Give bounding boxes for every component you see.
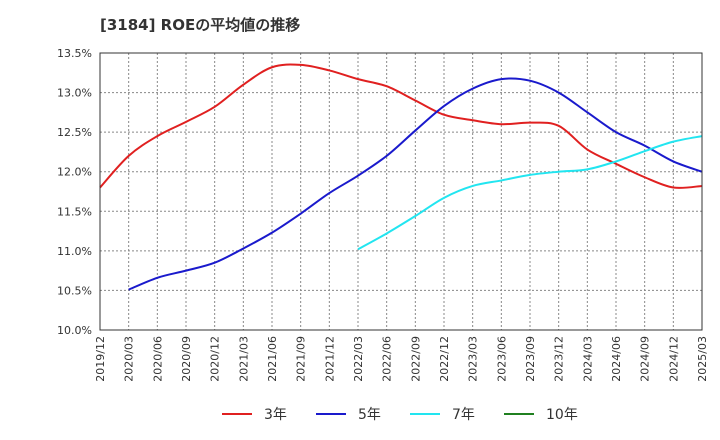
x-tick-label: 2020/09 bbox=[180, 336, 193, 382]
x-tick-label: 2023/12 bbox=[553, 336, 566, 382]
x-tick-label: 2020/03 bbox=[123, 336, 136, 382]
chart-title: [3184] ROEの平均値の推移 bbox=[100, 16, 301, 34]
y-tick-label: 12.5% bbox=[57, 126, 92, 139]
y-tick-label: 11.0% bbox=[57, 245, 92, 258]
x-tick-label: 2022/03 bbox=[352, 336, 365, 382]
x-tick-label: 2021/03 bbox=[237, 336, 250, 382]
y-axis-ticks: 10.0% 10.5% 11.0% 11.5% 12.0% 12.5% 13.0% 13.5% bbox=[57, 47, 92, 337]
x-tick-label: 2021/12 bbox=[323, 336, 336, 382]
x-tick-label: 2020/06 bbox=[151, 336, 164, 382]
series-line-2 bbox=[128, 77, 703, 291]
series-line-3 bbox=[357, 135, 703, 251]
x-tick-label: 2022/12 bbox=[438, 336, 451, 382]
legend-label: 5年 bbox=[358, 407, 381, 423]
x-tick-label: 2025/03 bbox=[696, 336, 709, 382]
y-tick-label: 10.5% bbox=[57, 284, 92, 297]
plot-frame bbox=[99, 52, 703, 331]
x-axis-ticks: 2019/12 2020/03 2020/06 2020/09 2020/12 2021/… bbox=[94, 336, 709, 382]
legend: 3年 5年 7年 10年 bbox=[222, 407, 578, 423]
y-tick-label: 10.0% bbox=[57, 324, 92, 337]
x-tick-label: 2022/09 bbox=[409, 336, 422, 382]
x-tick-label: 2021/09 bbox=[295, 336, 308, 382]
x-tick-label: 2024/06 bbox=[610, 336, 623, 382]
x-tick-label: 2024/09 bbox=[639, 336, 652, 382]
x-tick-label: 2023/09 bbox=[524, 336, 537, 382]
series-lines bbox=[99, 63, 703, 291]
x-tick-label: 2019/12 bbox=[94, 336, 107, 382]
x-tick-label: 2022/06 bbox=[381, 336, 394, 382]
x-tick-label: 2020/12 bbox=[209, 336, 222, 382]
legend-label: 10年 bbox=[546, 407, 578, 423]
y-tick-label: 13.5% bbox=[57, 47, 92, 60]
x-tick-label: 2023/03 bbox=[467, 336, 480, 382]
grid bbox=[99, 52, 703, 331]
y-tick-label: 12.0% bbox=[57, 166, 92, 179]
x-tick-label: 2023/06 bbox=[495, 336, 508, 382]
x-tick-label: 2024/12 bbox=[667, 336, 680, 382]
y-tick-label: 13.0% bbox=[57, 87, 92, 100]
legend-label: 3年 bbox=[264, 407, 287, 423]
legend-label: 7年 bbox=[452, 407, 475, 423]
x-tick-label: 2021/06 bbox=[266, 336, 279, 382]
x-tick-label: 2024/03 bbox=[581, 336, 594, 382]
series-line-1 bbox=[99, 63, 703, 189]
y-tick-label: 11.5% bbox=[57, 205, 92, 218]
